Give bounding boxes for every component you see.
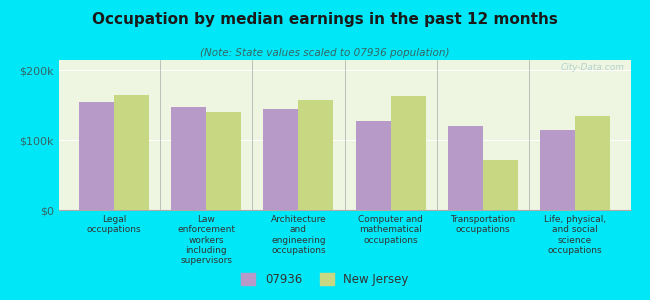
Bar	[391, 96, 426, 210]
Bar	[263, 109, 298, 210]
Bar	[79, 102, 114, 210]
Bar	[448, 126, 483, 210]
Bar	[206, 112, 241, 210]
Bar	[171, 107, 206, 210]
Text: City-Data.com: City-Data.com	[561, 63, 625, 72]
Bar	[483, 160, 518, 210]
Text: Occupation by median earnings in the past 12 months: Occupation by median earnings in the pas…	[92, 12, 558, 27]
Bar	[114, 95, 149, 210]
Bar	[298, 100, 333, 210]
Bar	[575, 116, 610, 210]
Bar	[540, 130, 575, 210]
Bar	[356, 121, 391, 210]
Text: (Note: State values scaled to 07936 population): (Note: State values scaled to 07936 popu…	[200, 48, 450, 58]
Legend: 07936, New Jersey: 07936, New Jersey	[237, 268, 413, 291]
